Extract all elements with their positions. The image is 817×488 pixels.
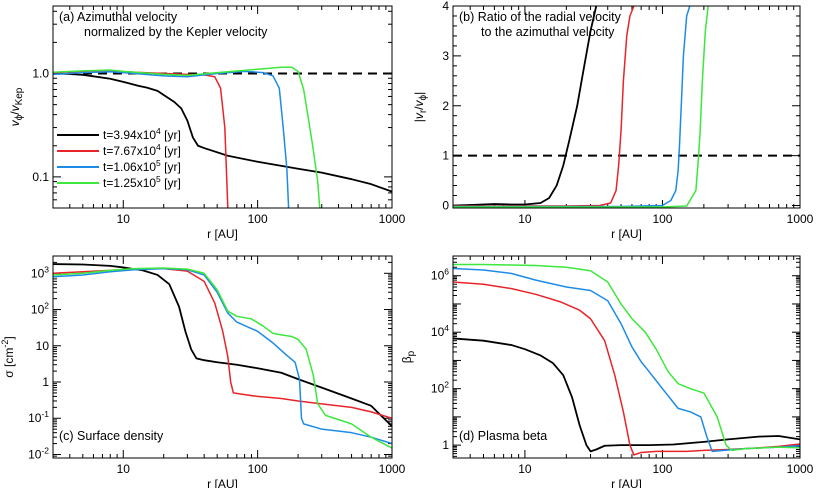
plot-frame <box>52 255 393 459</box>
y-tick-label: 1.0 <box>32 67 49 81</box>
series-line-1 <box>53 263 392 427</box>
legend-entry: t=1.25x105 [yr] <box>103 174 181 190</box>
legend-entry: t=3.94x104 [yr] <box>103 126 181 142</box>
y-tick-label: 1 <box>442 149 449 163</box>
y-tick-label: 103 <box>31 264 49 280</box>
legend-label: t=7.67x10 <box>103 144 156 158</box>
series-line-1 <box>453 337 800 453</box>
y-tick-label: 1 <box>442 438 449 452</box>
legend-exponent: 4 <box>156 142 161 152</box>
x-tick-label: 100 <box>652 212 672 226</box>
series-line-4 <box>53 267 392 449</box>
x-tick-label: 1000 <box>379 212 406 226</box>
series-line-4 <box>453 6 709 208</box>
x-tick-label: 10 <box>117 462 131 476</box>
x-tick-label: 1000 <box>787 212 814 226</box>
y-tick-label: 10 <box>36 339 50 353</box>
y-axis-title: vϕ/vKep <box>8 87 25 126</box>
series-line-2 <box>453 6 635 207</box>
legend-unit: [yr] <box>161 160 181 174</box>
legend-entry: t=7.67x104 [yr] <box>103 142 181 158</box>
series-line-1 <box>53 72 392 193</box>
y-axis-title: σ [cm-2] <box>0 336 16 377</box>
x-tick-label: 100 <box>652 462 672 476</box>
y-tick-label: 1 <box>42 375 49 389</box>
panel-c-surface-density: 10 100 1000 10-2 10-1 1 10 102 103 r [AU] σ [cm-2]… <box>0 255 406 488</box>
legend-unit: [yr] <box>161 144 181 158</box>
y-tick-label: 10-2 <box>28 445 49 461</box>
legend-entry: t=1.06x105 [yr] <box>103 158 181 174</box>
x-tick-label: 100 <box>248 212 268 226</box>
legend-exponent: 5 <box>156 158 161 168</box>
legend-exponent: 5 <box>156 174 161 184</box>
x-tick-label: 10 <box>518 212 532 226</box>
panel-b-velocity-ratio: 10 100 1000 0 1 2 3 4 r [AU] |vr/vϕ| (b) Ratio of … <box>412 0 814 241</box>
legend-label: t=1.25x10 <box>103 176 156 190</box>
series-line-3 <box>53 267 392 445</box>
y-axis-title: βp <box>400 350 417 363</box>
panel-subtitle: normalized by the Kepler velocity <box>84 25 268 39</box>
series-line-3 <box>53 70 290 208</box>
series-line-4 <box>53 66 321 208</box>
legend-label: t=3.94x10 <box>103 128 156 142</box>
y-tick-label: 4 <box>442 0 449 13</box>
legend-label: t=1.06x10 <box>103 160 156 174</box>
series-line-4 <box>453 263 800 452</box>
y-axis-title: |vr/vϕ| <box>412 92 429 123</box>
x-tick-label: 10 <box>518 462 532 476</box>
panel-a-azimuthal-velocity: 10 100 1000 0.1 1.0 r [AU] vϕ/vKep (a) Azimutha… <box>8 5 406 241</box>
x-axis-title: r [AU] <box>207 227 238 241</box>
series-line-2 <box>53 267 392 419</box>
plot-frame <box>452 5 801 209</box>
x-tick-label: 1000 <box>379 462 406 476</box>
y-tick-label: 10-1 <box>28 409 49 425</box>
panel-title: (a) Azimuthal velocity <box>59 10 178 24</box>
legend-unit: [yr] <box>161 128 181 142</box>
x-axis-title: r [AU] <box>611 227 642 241</box>
series-line-3 <box>453 267 800 453</box>
panel-title: (d) Plasma beta <box>459 429 547 443</box>
x-tick-label: 10 <box>117 212 131 226</box>
plot-frame <box>452 255 801 459</box>
panel-title: (c) Surface density <box>59 429 164 443</box>
series-line-1 <box>453 6 598 207</box>
y-tick-label: 2 <box>442 99 449 113</box>
x-tick-label: 1000 <box>787 462 814 476</box>
y-tick-label: 0 <box>442 199 449 213</box>
y-tick-label: 0.1 <box>32 170 49 184</box>
panel-title: (b) Ratio of the radial velocity <box>459 10 622 24</box>
legend-unit: [yr] <box>161 176 181 190</box>
panel-subtitle: to the azimuthal velocity <box>481 25 615 39</box>
y-tick-label: 3 <box>442 49 449 63</box>
x-axis-title: r [AU] <box>611 477 642 488</box>
plot-frame <box>52 5 393 209</box>
x-tick-label: 100 <box>248 462 268 476</box>
x-axis-title: r [AU] <box>207 477 238 488</box>
y-tick-label: 102 <box>431 380 449 396</box>
y-tick-label: 102 <box>31 301 49 317</box>
y-tick-label: 104 <box>431 323 449 339</box>
legend-exponent: 4 <box>156 126 161 136</box>
panel-d-plasma-beta: 10 100 1000 1 102 104 106 r [AU] βp (d) Plasma be… <box>400 255 814 488</box>
series-line-3 <box>453 6 691 208</box>
y-tick-label: 106 <box>431 267 449 283</box>
